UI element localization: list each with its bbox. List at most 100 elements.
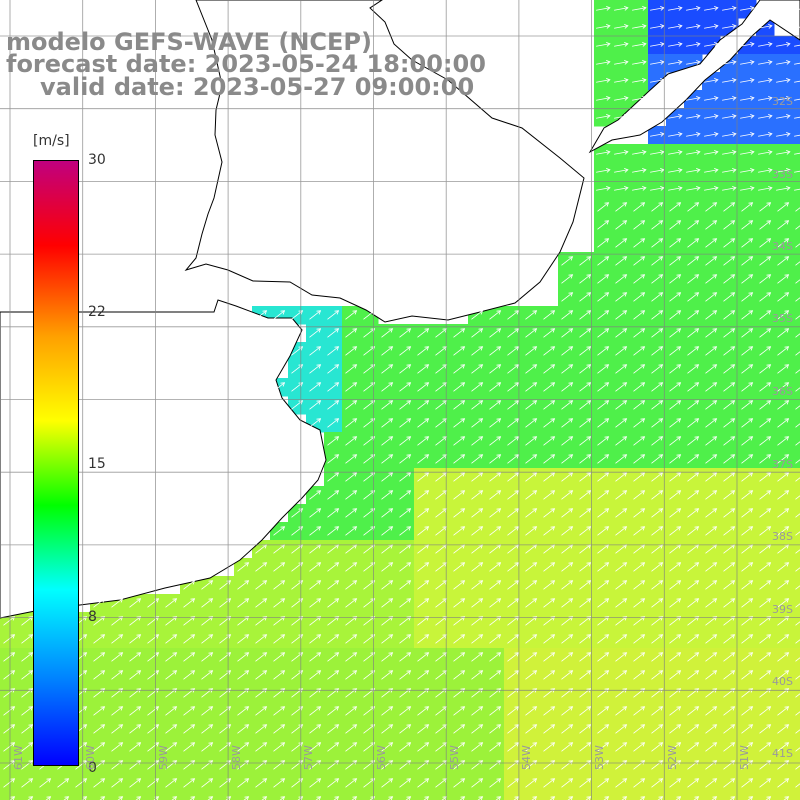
wind-arrow bbox=[435, 400, 447, 410]
wind-arrow-head bbox=[478, 310, 484, 315]
wind-arrow bbox=[777, 382, 789, 392]
wind-arrow-head bbox=[676, 202, 682, 207]
wind-arrow bbox=[650, 133, 664, 137]
wind-arrow-head bbox=[640, 508, 646, 513]
wind-arrow-head bbox=[100, 598, 106, 603]
wind-arrow bbox=[705, 400, 717, 410]
wind-arrow bbox=[597, 742, 609, 752]
wind-arrow bbox=[417, 724, 429, 734]
wind-arrow bbox=[722, 169, 736, 173]
wind-arrow-head bbox=[28, 652, 34, 657]
wind-arrow bbox=[129, 652, 141, 662]
wind-arrow bbox=[327, 598, 339, 608]
wind-arrow-head bbox=[640, 562, 646, 567]
wind-arrow bbox=[129, 706, 141, 716]
wind-arrow bbox=[435, 562, 447, 572]
wind-arrow bbox=[237, 652, 249, 662]
wind-arrow bbox=[309, 562, 321, 572]
wind-arrow-head bbox=[768, 131, 773, 137]
wind-arrow bbox=[723, 616, 735, 626]
wind-arrow-head bbox=[748, 292, 754, 297]
wind-arrow-head bbox=[640, 382, 646, 387]
wind-arrow-head bbox=[280, 580, 286, 585]
wind-arrow-head bbox=[496, 742, 502, 747]
wind-arrow-head bbox=[478, 400, 484, 405]
wind-arrow-head bbox=[586, 724, 592, 729]
wind-arrow-head bbox=[118, 724, 124, 729]
wind-arrow bbox=[381, 346, 393, 356]
wind-arrow-head bbox=[732, 167, 737, 173]
wind-arrow bbox=[381, 562, 393, 572]
wind-arrow-head bbox=[460, 490, 466, 495]
wind-arrow bbox=[327, 310, 339, 320]
wind-arrow-head bbox=[604, 796, 610, 800]
wind-arrow-head bbox=[642, 95, 647, 101]
wind-arrow bbox=[686, 7, 700, 11]
wind-arrow bbox=[614, 7, 628, 11]
wind-arrow bbox=[729, 796, 735, 800]
wind-arrow bbox=[201, 778, 213, 788]
wind-arrow bbox=[219, 670, 231, 680]
wind-arrow bbox=[723, 652, 735, 662]
wind-arrow bbox=[579, 652, 591, 662]
wind-arrow-head bbox=[748, 742, 754, 747]
wind-arrow bbox=[759, 256, 771, 266]
wind-arrow bbox=[795, 261, 800, 266]
wind-arrow-head bbox=[658, 454, 664, 459]
wind-arrow bbox=[471, 400, 483, 410]
wind-cell bbox=[792, 234, 800, 253]
wind-arrow-head bbox=[622, 688, 628, 693]
wind-arrow-head bbox=[388, 364, 394, 369]
wind-arrow-head bbox=[604, 508, 610, 513]
wind-cell bbox=[792, 792, 800, 800]
wind-arrow bbox=[723, 706, 735, 716]
wind-arrow bbox=[675, 796, 681, 800]
wind-arrow-head bbox=[496, 688, 502, 693]
wind-cell bbox=[792, 594, 800, 613]
wind-arrow-head bbox=[478, 562, 484, 567]
wind-arrow-head bbox=[280, 616, 286, 621]
wind-arrow bbox=[435, 508, 447, 518]
wind-arrow-head bbox=[82, 634, 88, 639]
wind-cell bbox=[792, 576, 800, 595]
wind-arrow-head bbox=[694, 508, 700, 513]
wind-arrow-head bbox=[118, 778, 124, 783]
wind-arrow-head bbox=[28, 670, 34, 675]
wind-arrow-head bbox=[748, 418, 754, 423]
wind-arrow bbox=[219, 778, 231, 788]
wind-arrow-head bbox=[786, 131, 791, 137]
wind-arrow bbox=[579, 508, 591, 518]
wind-cell bbox=[612, 792, 631, 800]
wind-arrow bbox=[543, 742, 555, 752]
wind-arrow bbox=[723, 472, 735, 482]
wind-arrow bbox=[668, 169, 682, 173]
wind-cell bbox=[54, 792, 73, 800]
wind-arrow-head bbox=[262, 598, 268, 603]
wind-cell bbox=[432, 792, 451, 800]
wind-arrow-head bbox=[280, 562, 286, 567]
wind-arrow-head bbox=[784, 508, 790, 513]
wind-arrow-head bbox=[750, 131, 755, 137]
wind-arrow bbox=[327, 760, 339, 770]
wind-arrow bbox=[615, 760, 627, 770]
wind-arrow bbox=[597, 562, 609, 572]
wind-arrow bbox=[147, 760, 159, 770]
wind-arrow-head bbox=[424, 616, 430, 621]
wind-arrow bbox=[596, 79, 610, 83]
wind-arrow-head bbox=[478, 382, 484, 387]
wind-arrow-head bbox=[622, 598, 628, 603]
wind-arrow-head bbox=[118, 706, 124, 711]
wind-arrow-head bbox=[10, 706, 16, 711]
wind-arrow-head bbox=[424, 652, 430, 657]
wind-arrow bbox=[471, 670, 483, 680]
wind-arrow-head bbox=[298, 346, 304, 351]
wind-arrow-head bbox=[768, 167, 773, 173]
wind-arrow-head bbox=[642, 149, 647, 155]
wind-arrow bbox=[777, 598, 789, 608]
wind-arrow-head bbox=[786, 59, 791, 65]
colorbar-tick-label: 15 bbox=[88, 456, 106, 472]
wind-arrow bbox=[687, 346, 699, 356]
wind-arrow-head bbox=[640, 256, 646, 261]
wind-arrow-head bbox=[478, 364, 484, 369]
wind-arrow bbox=[795, 207, 800, 212]
